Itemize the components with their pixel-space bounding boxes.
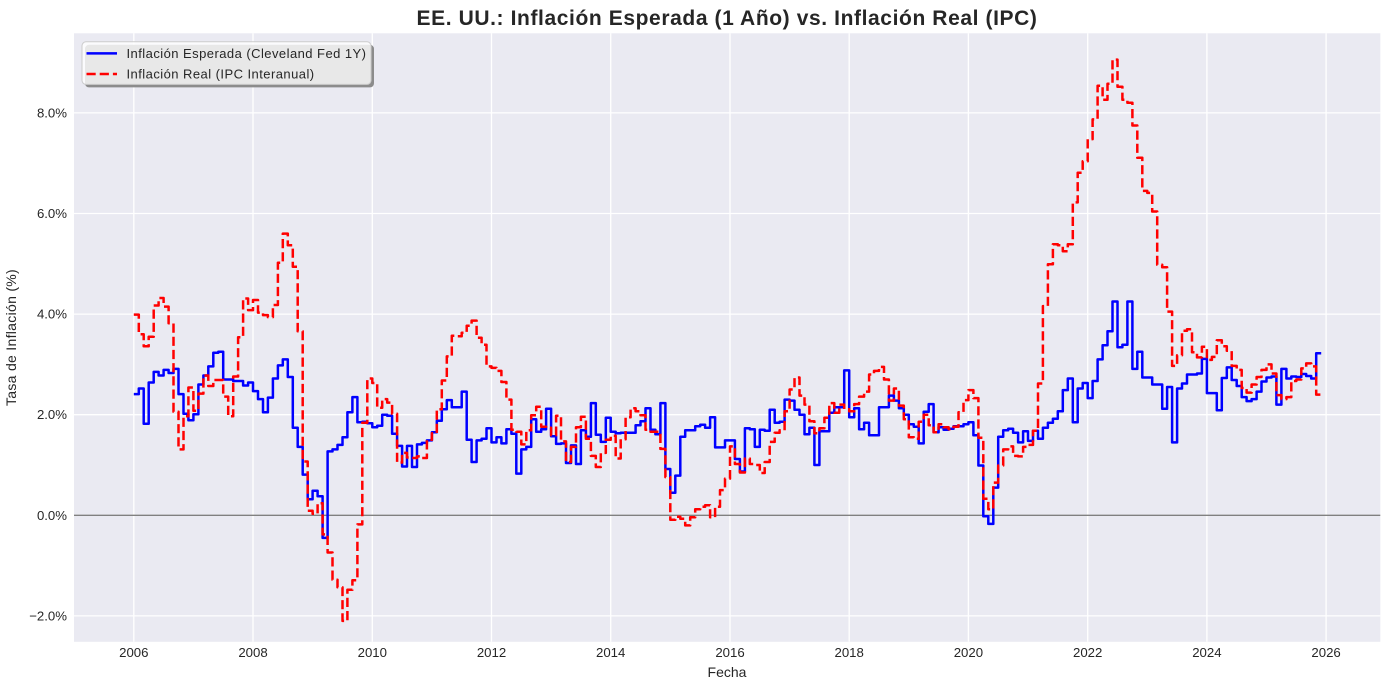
svg-text:2020: 2020 [954,645,983,660]
svg-text:6.0%: 6.0% [37,206,67,221]
svg-text:Fecha: Fecha [708,664,747,680]
svg-text:2006: 2006 [119,645,148,660]
svg-text:−2.0%: −2.0% [29,608,67,623]
svg-text:2.0%: 2.0% [37,407,67,422]
svg-text:2024: 2024 [1192,645,1221,660]
svg-text:Inflación Esperada (Cleveland: Inflación Esperada (Cleveland Fed 1Y) [127,46,367,61]
svg-text:2012: 2012 [477,645,506,660]
svg-text:2008: 2008 [238,645,267,660]
svg-text:2026: 2026 [1311,645,1340,660]
svg-text:2022: 2022 [1073,645,1102,660]
svg-text:Tasa de Inflación (%): Tasa de Inflación (%) [3,269,19,406]
svg-text:4.0%: 4.0% [37,307,67,322]
svg-text:2014: 2014 [596,645,625,660]
svg-text:2010: 2010 [358,645,387,660]
svg-text:EE. UU.: Inflación Esperada (1: EE. UU.: Inflación Esperada (1 Año) vs. … [417,7,1038,30]
svg-text:2016: 2016 [715,645,744,660]
svg-text:8.0%: 8.0% [37,105,67,120]
svg-text:2018: 2018 [835,645,864,660]
svg-text:Inflación Real (IPC Interanual: Inflación Real (IPC Interanual) [127,67,315,82]
svg-text:0.0%: 0.0% [37,508,67,523]
